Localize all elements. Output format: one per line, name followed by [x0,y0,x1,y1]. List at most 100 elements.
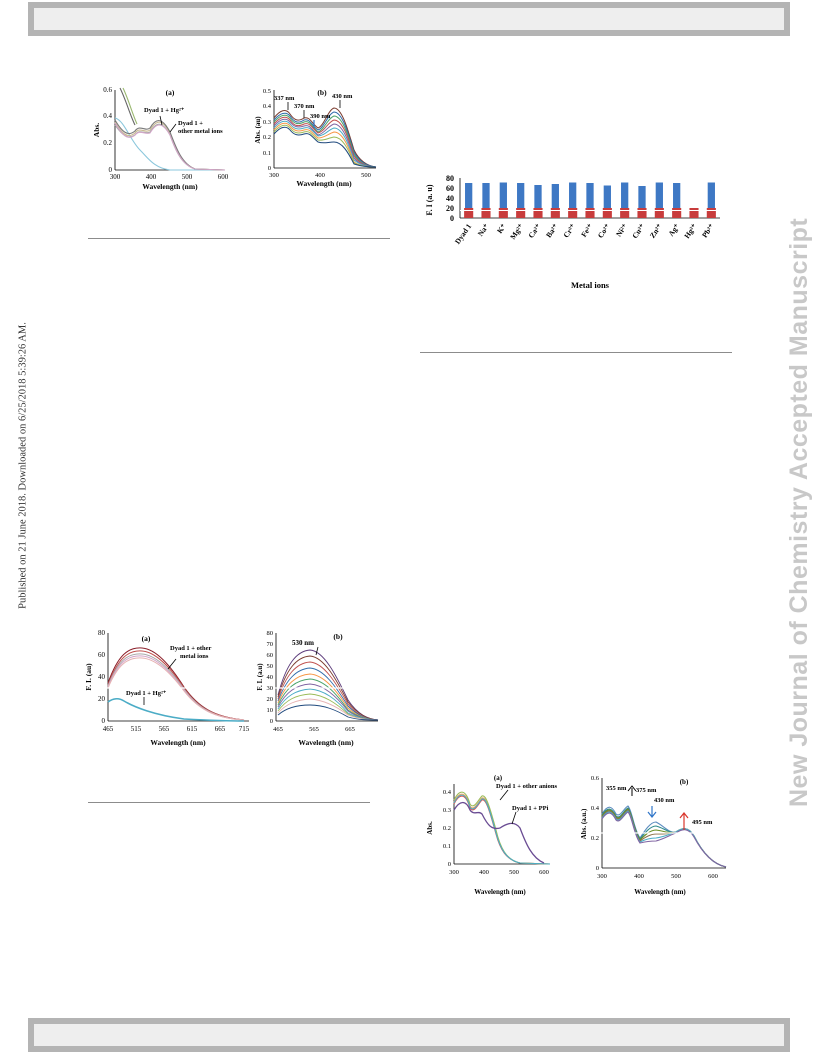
fluor-panel-b: 0 10 20 30 40 50 60 70 80 465 565 665 Wa… [256,630,381,747]
category-label: Ca²⁺ [526,222,542,240]
y-axis-label: F. I. (a.u) [256,663,264,691]
bar-secondary [672,208,682,218]
bar-primary [551,184,559,218]
category-label: Na⁺ [476,222,491,238]
x-tick: 400 [315,172,325,179]
y-tick: 20 [267,696,274,703]
bar-primary [534,185,542,218]
y-tick: 0.1 [263,150,271,157]
bar-primary [569,182,577,218]
bar-secondary [533,208,543,218]
x-tick: 600 [218,173,229,181]
bar-secondary [481,208,491,218]
panel-label: (b) [317,88,327,97]
y-axis-label: Abs. [426,821,434,835]
y-tick: 20 [446,204,454,213]
x-tick: 665 [215,725,226,733]
x-tick: 300 [110,173,121,181]
y-axis-label: Abs. (au) [254,116,262,144]
category-label: Pb²⁺ [700,222,716,239]
y-tick: 0 [596,865,599,872]
x-tick: 665 [345,726,355,733]
x-tick: 515 [131,725,142,733]
y-axis-label: Abs. (a.u.) [580,808,588,839]
published-notice: Published on 21 June 2018. Downloaded on… [17,322,29,609]
bar-secondary [550,208,560,218]
y-axis-label: F. I. (au) [84,663,93,691]
y-tick: 40 [98,673,106,681]
x-tick: 465 [103,725,114,733]
bar-secondary [516,208,526,218]
x-tick: 600 [539,869,549,876]
category-label: Zn²⁺ [648,222,664,240]
annotation: 370 nm [294,103,315,110]
bar-secondary [498,208,508,218]
abs-metal-panel-a: 0 0.2 0.4 0.6 300 400 500 600 Wavelength… [92,86,229,191]
x-tick: 500 [671,873,681,880]
y-tick: 80 [446,174,454,183]
x-tick: 715 [239,725,250,733]
abs-metal-panel-b: 0 0.1 0.2 0.3 0.4 0.5 300 400 500 Wavele… [254,88,377,188]
y-tick: 80 [267,630,274,637]
y-tick: 0.4 [443,789,452,796]
x-axis-label: Metal ions [571,280,610,290]
y-tick: 0 [102,717,106,725]
y-tick: 0.2 [263,134,271,141]
y-tick: 0.6 [103,86,112,94]
panel-label: (a) [142,634,151,643]
panel-label: (b) [680,778,689,786]
bar-secondary [585,208,595,218]
y-tick: 0.2 [591,835,599,842]
bar-primary [482,183,490,218]
bar-secondary [637,208,647,218]
bar-secondary [602,208,612,218]
annotation: 390 nm [310,113,331,120]
x-tick: 465 [273,726,283,733]
y-tick: 0.4 [591,805,600,812]
category-label: Ag⁺ [666,222,681,238]
y-tick: 0 [268,165,271,172]
annotation: Dyad 1 + PPi [512,805,549,812]
bar-secondary [464,208,474,218]
y-tick: 40 [267,674,274,681]
y-tick: 20 [98,695,106,703]
x-tick: 565 [159,725,170,733]
annotation: 530 nm [292,639,314,647]
annotation: 355 nm [606,785,627,792]
panel-label: (b) [333,632,343,641]
fluor-panel-a: 0 20 40 60 80 465 515 565 615 665 715 Wa… [84,629,250,747]
caption-rule [88,238,390,239]
bar-secondary [706,208,716,218]
x-axis-label: Wavelength (nm) [634,888,686,896]
x-tick: 500 [361,172,371,179]
y-tick: 60 [267,652,274,659]
annotation: Dyad 1 + other [170,645,212,652]
panel-label: (a) [166,88,175,97]
caption-rule [420,352,732,353]
x-tick: 500 [509,869,519,876]
bar-secondary [620,208,630,218]
bar-secondary [689,208,699,218]
y-axis-label: F. I (a. u) [425,184,434,215]
annotation: other metal ions [178,128,223,135]
x-tick: 400 [479,869,489,876]
y-tick: 0 [450,214,454,223]
bar-secondary [654,208,664,218]
annotation: 430 nm [654,797,675,804]
bar-primary [638,186,646,218]
category-label: Mg²⁺ [508,222,525,241]
y-tick: 0.2 [103,139,112,147]
category-label: K⁺ [495,222,508,235]
x-axis-label: Wavelength (nm) [296,179,352,188]
bar-primary [655,182,663,218]
abs-anion-panel-b: 0 0.2 0.4 0.6 300 400 500 600 Wavelength… [580,775,730,896]
x-tick: 400 [146,173,157,181]
y-tick: 0 [448,861,451,868]
y-tick: 80 [98,629,106,637]
y-tick: 60 [98,651,106,659]
bar-primary [621,182,629,218]
y-tick: 0.3 [443,807,451,814]
bar-primary [673,183,681,218]
y-tick: 0 [270,718,273,725]
annotation: 430 nm [332,93,353,100]
